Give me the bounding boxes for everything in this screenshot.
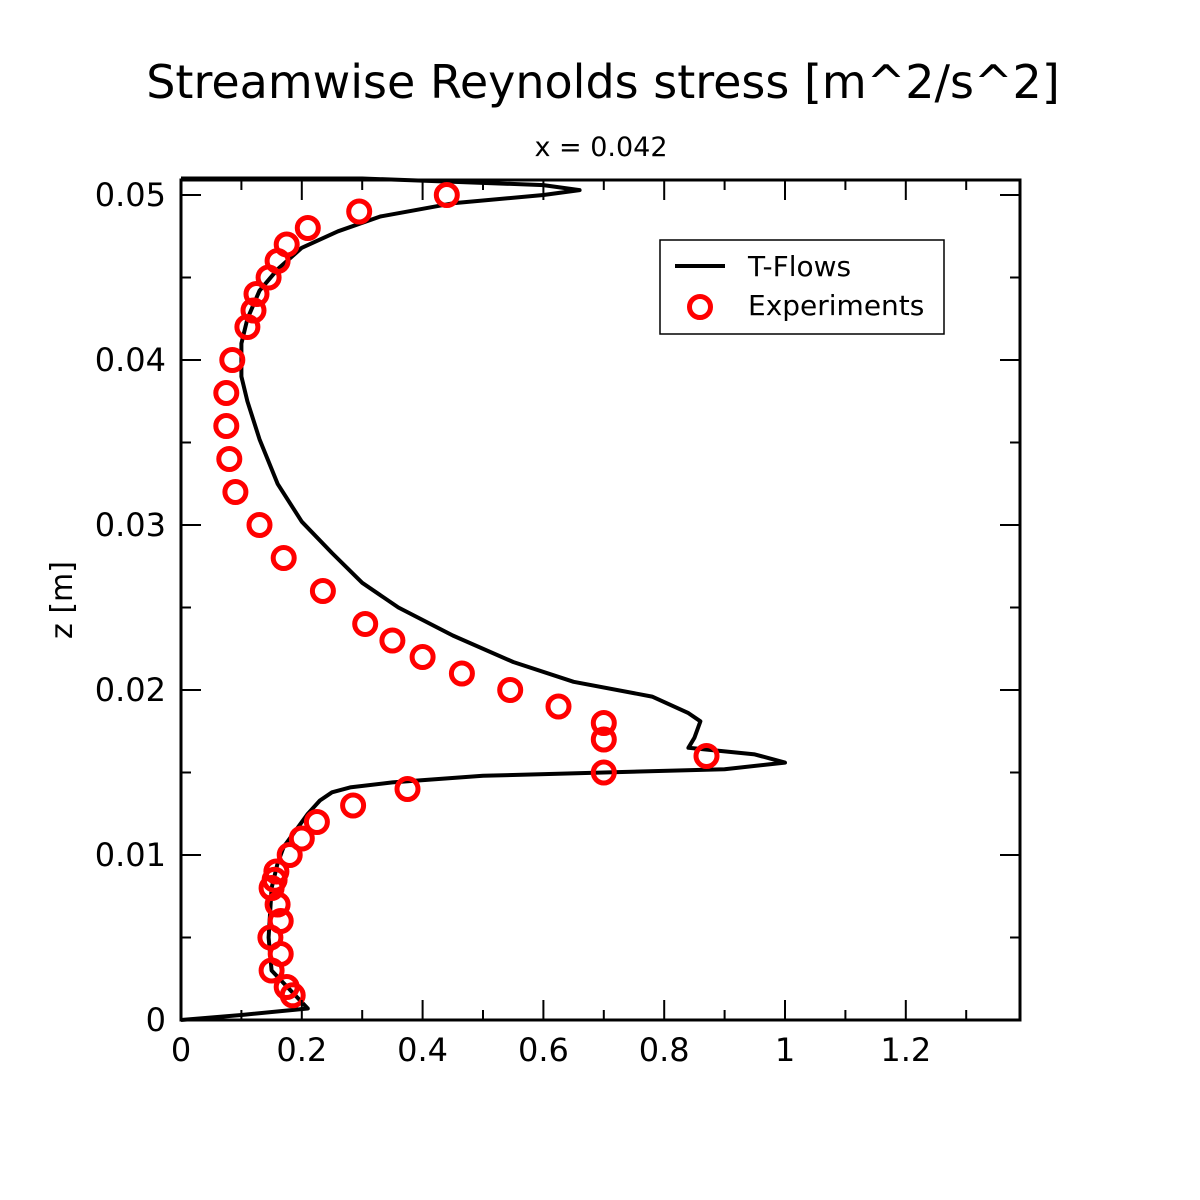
experiment-point (213, 380, 240, 406)
experiment-point (276, 842, 303, 868)
x-tick-label: 0.8 (639, 1031, 690, 1069)
y-tick-label: 0 (146, 1001, 166, 1039)
chart-title: Streamwise Reynolds stress [m^2/s^2] (146, 55, 1060, 109)
experiment-point (263, 858, 290, 885)
y-axis-label: z [m] (45, 561, 80, 639)
experiment-point (394, 776, 421, 802)
experiment-point (257, 924, 284, 951)
experiment-point (693, 743, 720, 769)
x-tick-label: 0.2 (276, 1031, 327, 1069)
legend-box (659, 239, 945, 335)
y-tick-label: 0.02 (95, 671, 166, 709)
experiment-point (246, 512, 273, 538)
y-axis: 0 0.01 0.02 0.03 0.04 0.05 (95, 176, 1020, 1039)
x-axis: 0 0.2 0.4 0.6 0.8 1 1.2 (171, 180, 968, 1069)
x-tick-label: 0.6 (518, 1031, 569, 1069)
experiment-point (346, 198, 373, 225)
chart-subtitle: x = 0.042 (534, 132, 667, 163)
experiment-point (258, 957, 285, 984)
experiment-point (433, 182, 460, 208)
experiment-point (590, 759, 617, 786)
x-tick-label: 0 (171, 1031, 191, 1069)
experiment-point (590, 710, 617, 736)
experiment-point (288, 825, 315, 852)
experiment-point (222, 479, 249, 505)
experiment-point (448, 660, 475, 687)
experiment-point (379, 627, 406, 654)
experiment-point (340, 792, 367, 819)
x-tick-label: 1 (775, 1031, 795, 1069)
experiment-point (303, 809, 330, 835)
experiment-point (545, 693, 572, 720)
legend-marker-swatch (687, 294, 713, 320)
legend: T-Flows Experiments (659, 239, 945, 335)
experiment-point (497, 677, 524, 703)
experiment-point (273, 231, 300, 258)
y-tick-label: 0.04 (95, 341, 166, 379)
legend-label-tflows: T-Flows (747, 250, 851, 283)
y-tick-label: 0.03 (95, 506, 166, 544)
experiment-point (409, 644, 436, 670)
x-tick-label: 0.4 (397, 1031, 448, 1069)
experiment-point (216, 446, 243, 472)
experiment-point (590, 726, 617, 753)
experiment-point (294, 215, 321, 241)
y-tick-label: 0.01 (95, 836, 166, 874)
experiment-point (243, 281, 270, 307)
y-tick-label: 0.05 (95, 176, 166, 214)
experiment-point (213, 413, 240, 439)
x-tick-label: 1.2 (880, 1031, 931, 1069)
experiment-point (352, 611, 379, 637)
legend-label-experiments: Experiments (748, 289, 924, 322)
experiment-point (270, 545, 297, 571)
plot-area (180, 176, 787, 1022)
experiment-point (273, 974, 300, 1000)
experiment-point (309, 578, 336, 604)
experiment-point (240, 297, 267, 324)
plot-frame (179, 178, 1022, 1022)
experiment-point (219, 347, 246, 373)
